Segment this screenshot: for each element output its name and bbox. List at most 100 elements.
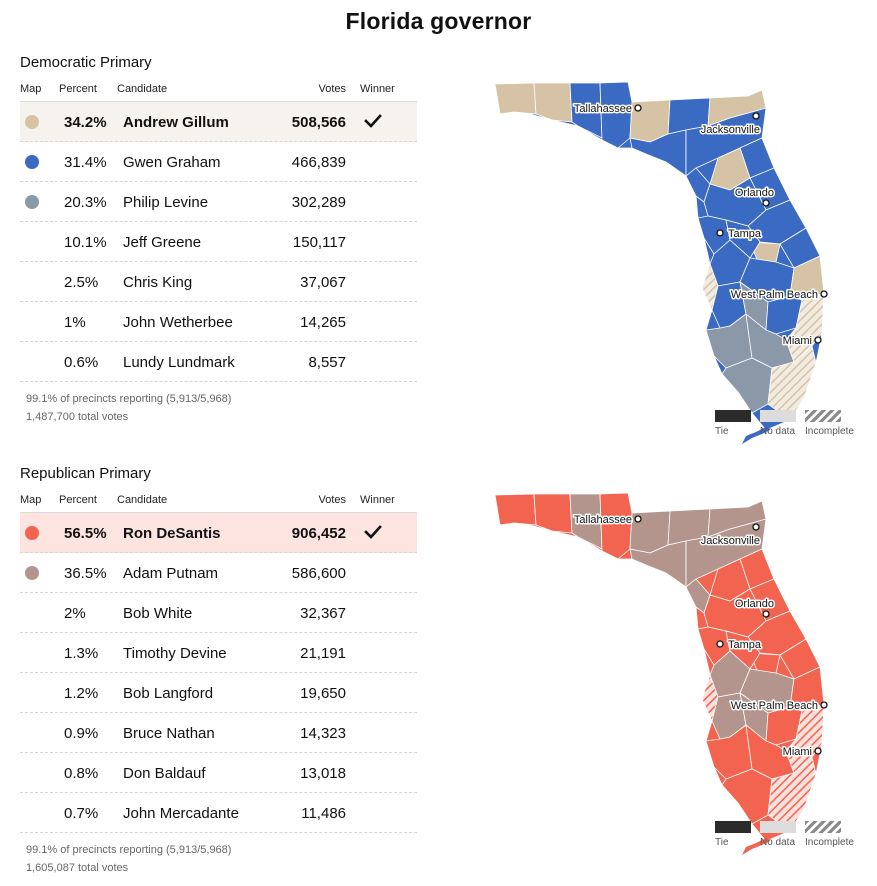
column-header-winner: Winner <box>360 494 395 506</box>
precincts-reporting: 99.1% of precincts reporting (5,913/5,96… <box>26 844 232 856</box>
candidate-row: 20.3% Philip Levine 302,289 <box>20 182 417 222</box>
candidate-votes: 466,839 <box>291 154 346 171</box>
legend-label-tie: Tie <box>715 837 729 848</box>
county-region <box>767 345 817 421</box>
county-region <box>725 630 761 670</box>
city-label: Orlando <box>735 598 774 610</box>
column-header-votes: Votes <box>318 83 346 95</box>
candidate-votes: 586,600 <box>291 565 346 582</box>
county-region <box>767 756 817 832</box>
candidate-row: 0.8% Don Baldauf 13,018 <box>20 753 417 793</box>
candidate-votes: 32,367 <box>300 605 346 622</box>
candidate-votes: 14,323 <box>300 725 346 742</box>
total-votes: 1,605,087 total votes <box>26 862 129 874</box>
candidate-votes: 13,018 <box>300 765 346 782</box>
candidate-row: 31.4% Gwen Graham 466,839 <box>20 142 417 182</box>
column-header-map: Map <box>20 494 42 506</box>
city-label: Tallahassee <box>574 514 632 526</box>
city-label: Miami <box>783 335 812 347</box>
city-marker: Tampa <box>716 638 763 653</box>
legend-swatch-tie <box>715 821 751 833</box>
city-label: Orlando <box>735 187 774 199</box>
candidate-name: Timothy Devine <box>123 645 227 662</box>
candidate-row: 1.3% Timothy Devine 21,191 <box>20 633 417 673</box>
race-title: Democratic Primary <box>20 54 152 71</box>
county-region <box>599 492 633 560</box>
city-label: Jacksonville <box>701 535 760 547</box>
candidate-row: 1.2% Bob Langford 19,650 <box>20 673 417 713</box>
candidate-percent: 2.5% <box>64 274 99 291</box>
candidate-percent: 56.5% <box>64 525 107 542</box>
city-label: Tallahassee <box>574 103 632 115</box>
candidate-name: John Wetherbee <box>123 314 233 331</box>
map-color-dot <box>25 195 39 209</box>
table-header: Map Percent Candidate Votes Winner <box>20 493 417 513</box>
legend-swatch-tie <box>715 410 751 422</box>
race-title: Republican Primary <box>20 465 151 482</box>
legend-label-incomplete: Incomplete <box>805 426 854 437</box>
map-color-dot <box>25 115 39 129</box>
candidate-percent: 36.5% <box>64 565 107 582</box>
city-marker: Jacksonville <box>699 112 762 138</box>
city-marker: Miami <box>781 745 822 760</box>
candidate-votes: 14,265 <box>300 314 346 331</box>
city-label: West Palm Beach <box>731 289 818 301</box>
footnote: 99.1% of precincts reporting (5,913/5,96… <box>26 390 231 426</box>
winner-check-icon <box>364 523 382 541</box>
candidate-percent: 20.3% <box>64 194 107 211</box>
city-marker: Jacksonville <box>699 523 762 549</box>
county-region <box>494 493 537 526</box>
candidate-percent: 0.6% <box>64 354 99 371</box>
city-marker: Orlando <box>733 597 776 618</box>
city-marker: Orlando <box>733 186 776 207</box>
candidate-name: Jeff Greene <box>123 234 202 251</box>
county-region <box>569 493 603 550</box>
candidate-row: 1% John Wetherbee 14,265 <box>20 302 417 342</box>
candidate-votes: 302,289 <box>291 194 346 211</box>
florida-keys <box>742 426 770 444</box>
candidate-percent: 34.2% <box>64 114 107 131</box>
column-header-candidate: Candidate <box>117 494 168 506</box>
county-region <box>725 219 761 259</box>
map-color-dot <box>25 155 39 169</box>
city-label: Tampa <box>728 228 762 240</box>
city-label: Miami <box>783 746 812 758</box>
legend-label-no-data: No data <box>760 426 796 437</box>
city-label: Tampa <box>728 639 762 651</box>
county-region <box>721 768 773 825</box>
candidate-votes: 37,067 <box>300 274 346 291</box>
legend-swatch-no-data <box>760 410 796 422</box>
candidate-name: Bob White <box>123 605 193 622</box>
candidate-row: 0.9% Bruce Nathan 14,323 <box>20 713 417 753</box>
candidate-row: 2% Bob White 32,367 <box>20 593 417 633</box>
county-results-map: Tallahassee Jacksonville Orlando Tampa West … <box>494 81 828 444</box>
total-votes: 1,487,700 total votes <box>26 411 129 423</box>
county-results-map: Tallahassee Jacksonville Orlando Tampa West … <box>494 492 828 855</box>
candidate-name: Bob Langford <box>123 685 214 702</box>
candidate-votes: 906,452 <box>291 525 346 542</box>
candidate-name: Gwen Graham <box>123 154 221 171</box>
candidate-name: John Mercadante <box>123 805 239 822</box>
candidate-name: Andrew Gillum <box>123 114 229 131</box>
legend-label-incomplete: Incomplete <box>805 837 854 848</box>
county-region <box>533 82 573 123</box>
candidate-row: 56.5% Ron DeSantis 906,452 <box>20 513 417 553</box>
candidate-percent: 0.7% <box>64 805 99 822</box>
legend-label-no-data: No data <box>760 837 796 848</box>
candidate-row: 36.5% Adam Putnam 586,600 <box>20 553 417 593</box>
candidate-row: 10.1% Jeff Greene 150,117 <box>20 222 417 262</box>
candidate-votes: 150,117 <box>292 234 346 251</box>
results-table: Map Percent Candidate Votes Winner 56.5% Ron D… <box>20 493 417 874</box>
candidate-percent: 1.3% <box>64 645 99 662</box>
candidate-votes: 21,191 <box>300 645 346 662</box>
florida-keys <box>742 837 770 855</box>
city-label: West Palm Beach <box>731 700 818 712</box>
candidate-row: 34.2% Andrew Gillum 508,566 <box>20 102 417 142</box>
candidate-row: 2.5% Chris King 37,067 <box>20 262 417 302</box>
city-marker: Tampa <box>716 227 763 242</box>
candidate-votes: 8,557 <box>308 354 346 371</box>
candidate-percent: 2% <box>64 605 86 622</box>
candidate-percent: 1.2% <box>64 685 99 702</box>
candidate-row: 0.6% Lundy Lundmark 8,557 <box>20 342 417 382</box>
winner-check-icon <box>364 112 382 130</box>
